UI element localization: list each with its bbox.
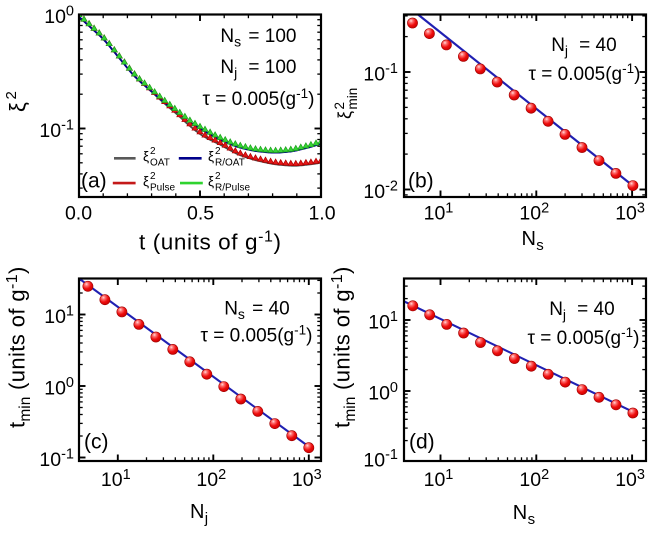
svg-text:-1: -1 bbox=[61, 447, 74, 463]
svg-text:ξ: ξ bbox=[335, 111, 355, 119]
svg-text:τ = 0.005(g-1): τ = 0.005(g-1) bbox=[203, 86, 315, 110]
svg-text:10: 10 bbox=[101, 469, 123, 491]
svg-text:1: 1 bbox=[123, 467, 131, 483]
svg-text:min: min bbox=[342, 397, 359, 422]
svg-text:(c): (c) bbox=[84, 431, 109, 454]
svg-text:t: t bbox=[330, 422, 355, 428]
svg-text:3: 3 bbox=[637, 467, 645, 483]
svg-text:1: 1 bbox=[445, 467, 453, 483]
svg-text:Pulse: Pulse bbox=[150, 183, 175, 194]
svg-text:10: 10 bbox=[615, 203, 637, 225]
svg-text:10: 10 bbox=[44, 306, 66, 328]
svg-text:0: 0 bbox=[66, 4, 74, 20]
svg-text:ξ: ξ bbox=[208, 174, 214, 189]
svg-text:10: 10 bbox=[519, 203, 541, 225]
svg-text:N: N bbox=[190, 501, 204, 523]
svg-text:1: 1 bbox=[445, 200, 453, 216]
svg-text:s: s bbox=[536, 237, 544, 254]
svg-text:3: 3 bbox=[637, 200, 645, 216]
svg-text:N: N bbox=[513, 502, 527, 524]
svg-text:N: N bbox=[220, 26, 234, 47]
svg-text:min: min bbox=[345, 88, 360, 110]
svg-text:1: 1 bbox=[390, 309, 398, 325]
svg-text:2: 2 bbox=[150, 146, 156, 157]
svg-text:2: 2 bbox=[541, 200, 549, 216]
svg-text:2: 2 bbox=[3, 91, 20, 99]
svg-text:10: 10 bbox=[196, 469, 218, 491]
svg-text:10: 10 bbox=[424, 469, 446, 491]
svg-text:10: 10 bbox=[368, 382, 390, 404]
svg-text:10: 10 bbox=[39, 120, 61, 142]
svg-text:ξ: ξ bbox=[143, 174, 149, 189]
svg-text:2: 2 bbox=[541, 467, 549, 483]
svg-text:s: s bbox=[238, 306, 245, 322]
svg-text:2: 2 bbox=[218, 467, 226, 483]
svg-text:R/Pulse: R/Pulse bbox=[215, 183, 250, 194]
svg-text:10: 10 bbox=[424, 203, 446, 225]
svg-text:τ = 0.005(g-1): τ = 0.005(g-1) bbox=[528, 325, 640, 349]
svg-text:j: j bbox=[562, 307, 566, 323]
svg-text:τ = 0.005(g-1): τ = 0.005(g-1) bbox=[529, 61, 641, 85]
svg-text:2: 2 bbox=[332, 102, 347, 110]
svg-text:10: 10 bbox=[44, 377, 66, 399]
svg-text:3: 3 bbox=[314, 467, 322, 483]
svg-text:s: s bbox=[528, 511, 536, 528]
svg-text:2: 2 bbox=[215, 171, 221, 182]
svg-text:0.5: 0.5 bbox=[187, 203, 214, 225]
svg-text:(d): (d) bbox=[409, 431, 435, 454]
svg-text:OAT: OAT bbox=[150, 158, 170, 169]
svg-text:-1: -1 bbox=[385, 61, 398, 77]
svg-text:0: 0 bbox=[390, 380, 398, 396]
svg-text:1.0: 1.0 bbox=[308, 203, 335, 225]
svg-text:-1: -1 bbox=[385, 447, 398, 463]
svg-text:-1: -1 bbox=[61, 118, 74, 134]
svg-text:10: 10 bbox=[363, 63, 385, 85]
svg-text:(b): (b) bbox=[408, 170, 434, 193]
svg-text:j: j bbox=[204, 510, 208, 527]
svg-text:2: 2 bbox=[215, 146, 221, 157]
svg-text:τ = 0.005(g-1): τ = 0.005(g-1) bbox=[201, 323, 313, 347]
svg-text:s: s bbox=[234, 34, 241, 50]
svg-text:1: 1 bbox=[66, 304, 74, 320]
svg-text:10: 10 bbox=[44, 6, 66, 28]
svg-text:10: 10 bbox=[368, 311, 390, 333]
svg-text:(a): (a) bbox=[81, 170, 107, 193]
svg-text:t: t bbox=[5, 422, 30, 428]
svg-text:0: 0 bbox=[66, 375, 74, 391]
svg-text:10: 10 bbox=[615, 469, 637, 491]
svg-text:= 40: = 40 bbox=[574, 35, 617, 56]
svg-text:ξ: ξ bbox=[5, 102, 30, 112]
svg-text:= 40: = 40 bbox=[247, 299, 290, 320]
svg-text:j: j bbox=[564, 43, 568, 59]
svg-text:ξ: ξ bbox=[143, 149, 149, 164]
svg-text:N: N bbox=[224, 299, 238, 320]
svg-text:= 40: = 40 bbox=[572, 299, 615, 320]
svg-text:-2: -2 bbox=[385, 179, 398, 195]
svg-text:N: N bbox=[220, 57, 234, 78]
svg-text:j: j bbox=[233, 65, 237, 81]
svg-text:N: N bbox=[522, 228, 536, 250]
svg-text:N: N bbox=[551, 35, 565, 56]
svg-text:R/OAT: R/OAT bbox=[215, 158, 245, 169]
svg-text:t (units of g-1): t (units of g-1) bbox=[139, 229, 282, 255]
svg-text:10: 10 bbox=[519, 469, 541, 491]
svg-text:0.0: 0.0 bbox=[65, 203, 92, 225]
svg-text:10: 10 bbox=[292, 469, 314, 491]
svg-text:10: 10 bbox=[363, 449, 385, 471]
svg-text:= 100: = 100 bbox=[243, 26, 296, 47]
svg-text:ξ: ξ bbox=[208, 149, 214, 164]
svg-text:10: 10 bbox=[363, 181, 385, 203]
svg-text:10: 10 bbox=[39, 449, 61, 471]
svg-text:= 100: = 100 bbox=[243, 57, 296, 78]
svg-text:N: N bbox=[549, 299, 563, 320]
svg-text:min: min bbox=[17, 397, 34, 422]
svg-text:2: 2 bbox=[150, 171, 156, 182]
